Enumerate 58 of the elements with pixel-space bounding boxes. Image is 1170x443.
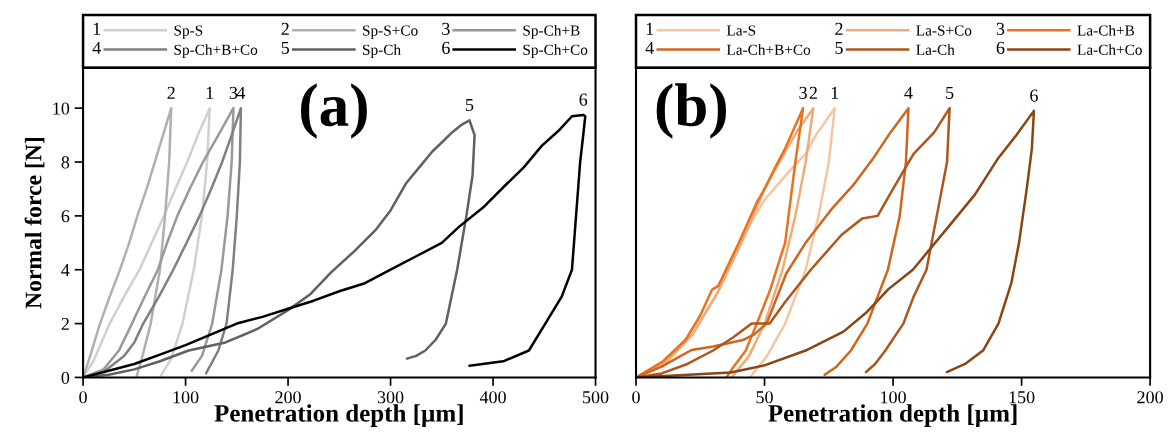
legend-label: La-Ch+Co (1077, 44, 1142, 55)
x-tick-label: 200 (275, 391, 301, 404)
legend-label: La-Ch (916, 44, 955, 55)
annotation: 3 (799, 86, 807, 99)
legend-label: Sp-Ch+Co (523, 44, 588, 59)
y-tick-label: 10 (53, 102, 70, 115)
legend-label: La-Ch+B+Co (726, 44, 811, 55)
x-tick-label: 0 (79, 391, 87, 404)
y-tick-label: 6 (61, 210, 70, 223)
text: 1 (646, 22, 654, 35)
x-axis-title: Penetration depth [µm] (214, 404, 463, 427)
legend-label: La-S+Co (916, 25, 972, 36)
y-tick-label: 2 (61, 317, 69, 330)
legend-label: La-Ch+B (1077, 24, 1135, 36)
annotation: 6 (579, 93, 588, 106)
legend-label: La-S (726, 25, 756, 36)
y-tick-label: 8 (61, 156, 70, 169)
text: 5 (835, 41, 843, 54)
text: 2 (835, 22, 843, 35)
annotation: 1 (831, 86, 839, 99)
x-tick-label: 0 (632, 391, 640, 404)
chart-title: (a) (300, 83, 367, 139)
x-tick-label: 400 (479, 391, 506, 404)
legend-label: Sp-Ch+B (523, 24, 580, 39)
annotation: 4 (236, 86, 246, 99)
x-tick-label: 500 (583, 391, 609, 404)
text: 5 (281, 41, 290, 54)
annotation: 6 (1030, 89, 1038, 102)
chart-title: (b) (656, 83, 727, 139)
x-tick-label: 150 (1009, 391, 1035, 404)
text: 4 (645, 41, 654, 54)
annotation: 4 (904, 86, 913, 99)
text: 6 (996, 41, 1005, 54)
text: 3 (996, 22, 1005, 35)
x-tick-label: 100 (881, 391, 906, 404)
annotation: 2 (167, 86, 175, 99)
x-tick-label: 100 (173, 391, 199, 404)
text: 1 (93, 22, 101, 35)
x-tick-label: 300 (377, 391, 404, 404)
annotation: 3 (229, 86, 238, 99)
legend-label: Sp-S (174, 25, 203, 39)
text: 6 (442, 41, 450, 54)
x-axis-title: Penetration depth [µm] (768, 404, 1017, 427)
text: 3 (442, 22, 450, 35)
annotation: 2 (809, 86, 817, 99)
x-tick-label: 200 (1137, 391, 1163, 404)
legend-label: Sp-S+Co (363, 25, 418, 39)
annotation: 5 (466, 99, 474, 112)
y-tick-label: 4 (61, 264, 70, 276)
y-tick-label: 0 (61, 371, 70, 384)
annotation: 1 (206, 86, 214, 99)
legend-label: Sp-Ch (363, 44, 401, 59)
text: 2 (281, 22, 289, 35)
text: 4 (92, 41, 101, 54)
x-tick-label: 50 (756, 391, 773, 404)
y-axis-title: Normal force [N] (24, 138, 45, 309)
legend-label: Sp-Ch+B+Co (174, 44, 258, 59)
annotation: 5 (946, 86, 954, 99)
